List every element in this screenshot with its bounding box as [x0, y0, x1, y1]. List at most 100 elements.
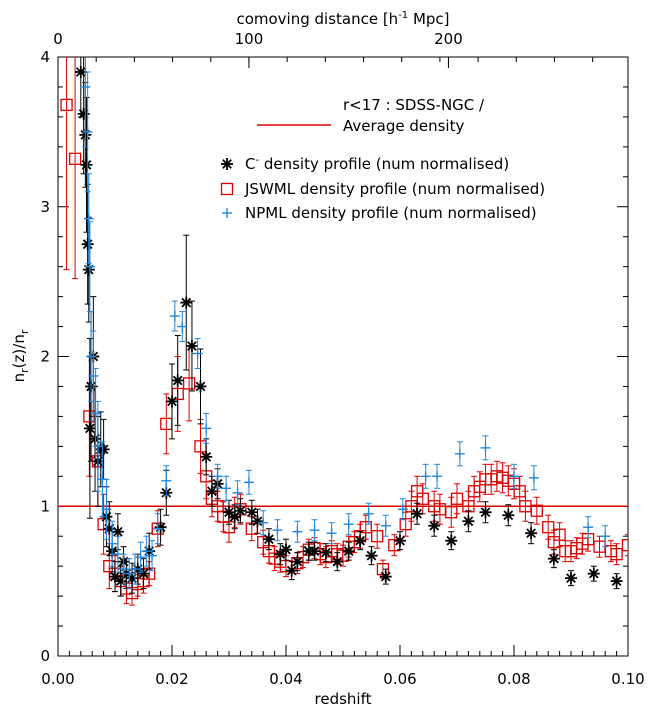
y-tick-label: 1	[40, 497, 50, 515]
jswml-point	[553, 528, 566, 541]
npml-point	[124, 568, 135, 579]
npml-point	[80, 81, 91, 92]
npml-point	[90, 408, 101, 419]
cminus-point	[365, 549, 378, 562]
npml-point	[161, 475, 172, 486]
npml-point	[177, 321, 188, 332]
data-layer	[58, 57, 628, 606]
npml-point	[88, 370, 99, 381]
legend-cminus-marker	[221, 158, 233, 170]
jswml-point	[450, 492, 464, 505]
cminus-point	[525, 527, 538, 540]
cminus-point	[80, 158, 93, 171]
cminus-point	[194, 380, 207, 393]
cminus-point	[166, 395, 178, 408]
npml-point	[232, 487, 243, 498]
cminus-point	[319, 546, 332, 559]
npml-point	[92, 441, 103, 452]
cminus-point	[565, 572, 577, 585]
npml-point	[135, 552, 146, 563]
npml-point	[528, 472, 539, 483]
x-tick-label: 0.08	[497, 670, 530, 688]
x-tick-label: 0.02	[155, 670, 188, 688]
cminus-point	[354, 534, 367, 547]
cminus-point	[445, 534, 458, 547]
jswml-point	[610, 548, 623, 561]
cminus-point	[479, 506, 492, 519]
npml-point	[83, 213, 94, 224]
cminus-point	[291, 555, 304, 568]
jswml-point	[68, 152, 82, 165]
cminus-point	[83, 422, 96, 435]
cminus-point	[154, 521, 167, 534]
jswml-point	[60, 98, 73, 112]
x-axis-label: redshift	[315, 690, 372, 708]
legend-jswml-marker	[220, 182, 234, 196]
npml-point	[147, 550, 158, 561]
cminus-point	[205, 485, 218, 498]
npml-point	[509, 471, 519, 482]
npml-point	[118, 564, 129, 575]
cminus-point	[587, 567, 600, 580]
npml-point	[129, 564, 140, 575]
cminus-point	[280, 543, 292, 556]
cminus-point	[245, 506, 258, 519]
cminus-point	[394, 534, 406, 547]
npml-point	[363, 508, 374, 519]
cminus-point	[97, 443, 110, 456]
npml-point	[380, 520, 391, 531]
npml-point	[243, 477, 254, 488]
cminus-point	[379, 570, 392, 583]
npml-point	[201, 423, 212, 434]
cminus-point	[251, 515, 264, 528]
npml-point	[192, 348, 203, 359]
cminus-point	[308, 545, 321, 558]
cminus-point	[200, 450, 213, 463]
jswml-point	[416, 492, 429, 505]
npml-point	[272, 525, 283, 536]
npml-point	[221, 483, 232, 494]
jswml-point	[182, 377, 196, 390]
jswml-point	[621, 539, 628, 552]
npml-point	[432, 471, 443, 482]
top-tick-label: 100	[235, 30, 264, 48]
npml-point	[152, 523, 163, 534]
npml-point	[309, 525, 320, 536]
legend-jswml-label: JSWML density profile (num normalised)	[244, 180, 545, 198]
npml-point	[343, 519, 354, 530]
npml-point	[107, 538, 118, 549]
cminus-point	[89, 432, 102, 445]
top-tick-label: 0	[53, 30, 63, 48]
y-axis-label: nr(z)/nr	[10, 329, 31, 382]
cminus-point	[428, 519, 441, 532]
legend-npml-label: NPML density profile (num normalised)	[245, 204, 537, 222]
x-tick-label: 0.00	[41, 670, 74, 688]
cminus-point	[180, 296, 193, 309]
cminus-point	[262, 533, 275, 546]
npml-point	[600, 531, 611, 542]
jswml-point	[359, 521, 372, 534]
legend-reference-label-1: r<17 : SDSS-NGC /	[343, 96, 485, 114]
npml-point	[82, 126, 93, 137]
npml-point	[212, 471, 223, 482]
cminus-point	[411, 507, 424, 520]
legend-reference-label-2: Average density	[343, 117, 464, 135]
jswml-point	[530, 504, 543, 517]
jswml-point	[542, 521, 555, 534]
y-tick-label: 4	[40, 48, 50, 66]
cminus-point	[547, 552, 560, 565]
npml-point	[258, 517, 269, 528]
npml-point	[292, 526, 303, 537]
npml-point	[480, 442, 491, 453]
legend: r<17 : SDSS-NGC / Average density C- densi…	[220, 96, 545, 222]
x-tick-label: 0.04	[269, 670, 302, 688]
x-tick-label: 0.06	[383, 670, 416, 688]
cminus-point	[185, 340, 198, 353]
npml-point	[84, 261, 95, 272]
top-tick-label: 200	[434, 30, 463, 48]
x-tick-label: 0.10	[611, 670, 644, 688]
cminus-point	[171, 374, 184, 387]
npml-point	[420, 471, 431, 482]
